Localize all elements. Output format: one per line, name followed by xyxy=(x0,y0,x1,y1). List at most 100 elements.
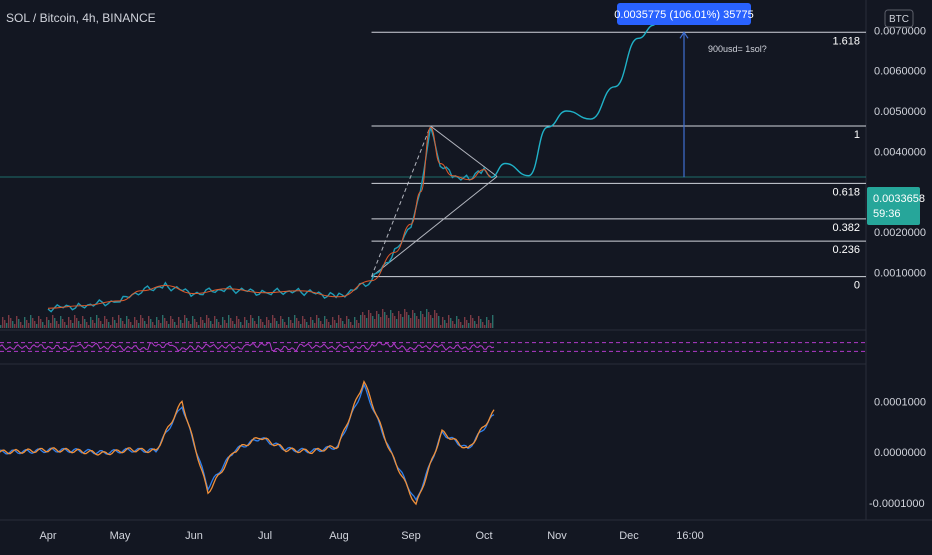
volume-bar xyxy=(288,317,290,328)
triangle-upper-edge[interactable] xyxy=(430,125,498,177)
last-price-value: 0.0033658 xyxy=(873,193,925,205)
volume-bar xyxy=(156,317,158,328)
currency-badge[interactable] xyxy=(884,9,914,28)
volume-bar xyxy=(296,318,298,328)
volume-bar xyxy=(4,320,6,328)
volume-bar xyxy=(102,324,104,328)
volume-bar xyxy=(474,321,476,328)
macd-axis[interactable]: 0.0001000 0.0000000 -0.0001000 xyxy=(869,396,926,509)
price-tick-label: 0.0020000 xyxy=(874,227,926,239)
volume-bar xyxy=(238,319,240,328)
volume-bar xyxy=(390,310,392,328)
time-axis[interactable]: Apr May Jun Jul Aug Sep Oct Nov Dec 16:00 xyxy=(39,530,703,542)
volume-bar xyxy=(10,318,12,328)
volume-bar xyxy=(402,317,404,328)
volume-bar xyxy=(56,321,58,328)
volume-bar xyxy=(344,324,346,328)
volume-bar xyxy=(350,322,352,328)
volume-bar xyxy=(22,325,24,328)
rsi-line xyxy=(0,341,495,353)
volume-bar xyxy=(32,318,34,328)
volume-bar xyxy=(140,315,142,328)
volume-bar xyxy=(304,319,306,328)
triangle-pattern[interactable] xyxy=(371,125,498,278)
volume-bar xyxy=(62,319,64,328)
volume-bar xyxy=(300,324,302,328)
volume-bar xyxy=(180,320,182,328)
volume-bar xyxy=(480,319,482,328)
volume-bar xyxy=(462,325,464,328)
volume-bar xyxy=(306,322,308,328)
volume-bar xyxy=(86,322,88,328)
volume-bar xyxy=(254,321,256,328)
volume-bar xyxy=(452,321,454,328)
projection-path[interactable] xyxy=(490,24,655,178)
volume-bar xyxy=(430,315,432,328)
volume-bar xyxy=(260,319,262,328)
price-tick-label: 0.0010000 xyxy=(874,268,926,280)
volume-bar xyxy=(264,325,266,328)
volume-bar xyxy=(114,320,116,328)
volume-bar xyxy=(382,309,384,328)
price-tick-label: 0.0040000 xyxy=(874,146,926,158)
volume-bar xyxy=(444,320,446,328)
volume-bar xyxy=(26,320,28,328)
volume-bar xyxy=(116,323,118,328)
volume-bar xyxy=(170,316,172,328)
volume-bar xyxy=(410,318,412,328)
moving-average-line xyxy=(47,126,492,309)
volume-bar xyxy=(356,320,358,328)
rsi-pane xyxy=(0,341,866,353)
volume-bar xyxy=(268,320,270,328)
volume-bar xyxy=(354,317,356,328)
volume-bar xyxy=(316,315,318,328)
volume-bar xyxy=(70,320,72,328)
volume-bar xyxy=(64,322,66,328)
volume-bar xyxy=(100,321,102,328)
volume-bar xyxy=(348,319,350,328)
volume-bar xyxy=(250,315,252,328)
volume-bar xyxy=(60,316,62,328)
volume-bar xyxy=(456,316,458,328)
volume-bar xyxy=(322,324,324,328)
volume-bar xyxy=(398,311,400,328)
volume-bar xyxy=(470,315,472,328)
volume-bar xyxy=(172,319,174,328)
volume-bar xyxy=(20,322,22,328)
symbol-title[interactable]: SOL / Bitcoin, 4h, BINANCE xyxy=(6,11,156,25)
volume-bar xyxy=(232,321,234,328)
measure-label: 0.0035775 (106.01%) 35775 xyxy=(614,9,753,21)
fib-level-label: 1 xyxy=(854,129,860,141)
measure-arrow[interactable] xyxy=(679,31,689,178)
volume-bar xyxy=(324,316,326,328)
volume-bar xyxy=(158,320,160,328)
volume-bar xyxy=(234,324,236,328)
triangle-lower-edge[interactable] xyxy=(371,176,498,278)
volume-bar xyxy=(182,323,184,328)
volume-bar xyxy=(388,318,390,328)
volume-bar xyxy=(450,318,452,328)
volume-bar xyxy=(0,325,2,328)
price-axis[interactable]: 0.0070000 0.0060000 0.0050000 0.0040000 0.00… xyxy=(874,25,926,279)
volume-bar xyxy=(284,322,286,328)
volume-bar xyxy=(372,316,374,328)
annotation-text[interactable]: 900usd= 1sol? xyxy=(708,44,767,54)
macd-pane xyxy=(0,379,495,506)
volume-bar xyxy=(224,320,226,328)
volume-bar xyxy=(458,319,460,328)
volume-bar xyxy=(346,316,348,328)
volume-bar xyxy=(292,323,294,328)
volume-bar xyxy=(376,311,378,328)
volume-bar xyxy=(426,309,428,328)
volume-bar xyxy=(332,317,334,328)
volume-bar xyxy=(76,318,78,328)
volume-bar xyxy=(312,320,314,328)
triangle-left-edge[interactable] xyxy=(371,125,431,277)
fibonacci-retracement[interactable]: 1.618 1 0.618 0.382 0.236 0 xyxy=(371,31,866,292)
volume-bar xyxy=(46,317,48,328)
volume-bar xyxy=(274,318,276,328)
volume-bar xyxy=(294,315,296,328)
